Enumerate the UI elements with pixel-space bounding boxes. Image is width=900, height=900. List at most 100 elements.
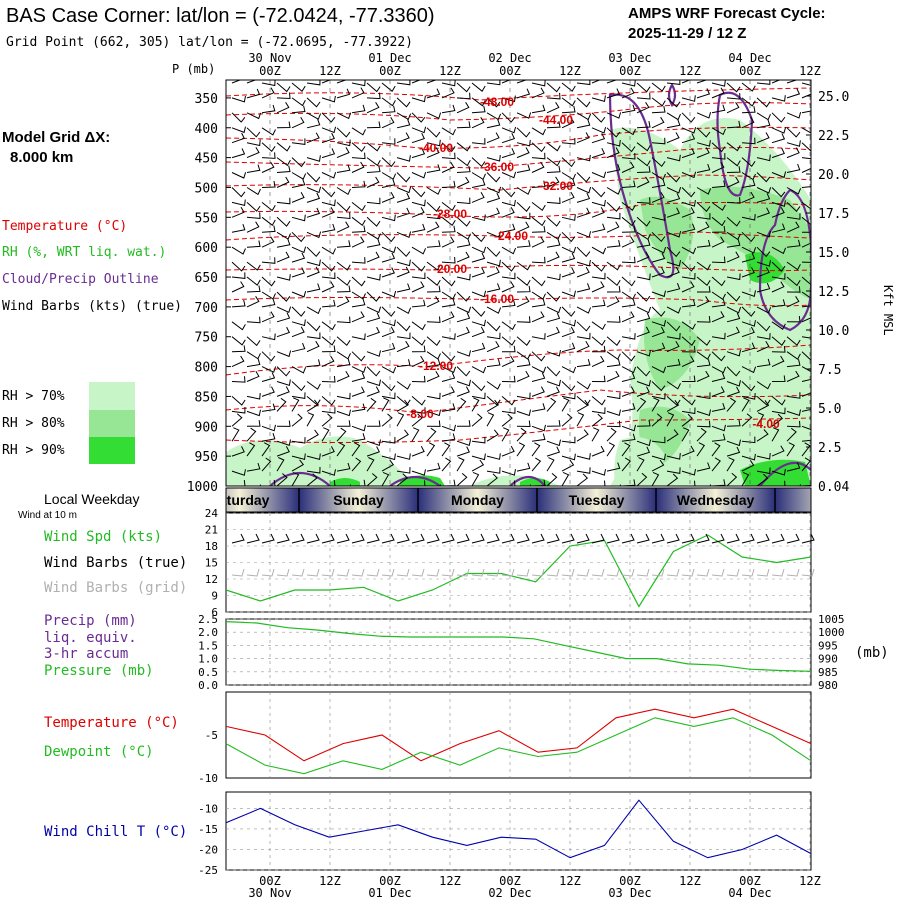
wind-barb	[606, 296, 620, 308]
wind-barb	[501, 246, 517, 255]
wind-barb	[756, 333, 771, 340]
wind-barb-grid	[621, 568, 635, 577]
wind-barb-grid	[636, 568, 650, 577]
wind-barb	[561, 471, 570, 486]
wind-barb	[741, 471, 750, 486]
wind-barb	[576, 306, 592, 314]
wind-barb	[276, 102, 290, 114]
wind-barb	[696, 140, 711, 147]
wind-barb	[276, 142, 291, 152]
wind-barb	[486, 429, 499, 442]
wind-barb	[306, 132, 320, 144]
wind-barb	[336, 351, 351, 360]
wind-barb	[516, 240, 531, 248]
wind-barb	[276, 457, 285, 472]
pressure-legend: Pressure (mb)	[44, 663, 154, 679]
wind-barb	[306, 172, 321, 183]
pressure-tick-label: 995	[818, 639, 838, 652]
wind-barb	[411, 427, 420, 442]
wind-barb	[576, 172, 591, 183]
bottom-hour-label: 00Z	[379, 874, 401, 888]
wind-speed-line	[225, 534, 812, 608]
wind-barb	[801, 408, 811, 412]
wind-barb	[801, 161, 811, 173]
wind-barb	[456, 216, 471, 227]
wind-barb	[726, 366, 741, 377]
wind-barb	[456, 366, 471, 377]
wind-barb	[396, 453, 411, 460]
wind-barb	[456, 165, 471, 173]
wind-barb	[502, 345, 516, 353]
wind-barb	[726, 326, 740, 338]
wind-barb-true	[786, 533, 800, 544]
wind-barb	[471, 326, 485, 338]
wind-barb	[351, 80, 366, 87]
wind-barb-true	[246, 533, 260, 544]
wind-barb	[561, 231, 576, 243]
wind-barb	[321, 336, 336, 346]
wind-barb	[321, 355, 335, 368]
wind-barb	[366, 238, 381, 248]
wind-barb	[501, 112, 516, 123]
wind-barb	[486, 231, 502, 238]
wind-barb	[246, 139, 261, 147]
wind-barb	[396, 207, 411, 218]
pressure-tick-label: 450	[195, 152, 218, 167]
wind-barbs-grid-legend: Wind Barbs (grid)	[44, 580, 187, 596]
wind-barb	[381, 366, 397, 374]
bottom-hour-label: 12Z	[799, 874, 821, 888]
wind-barb	[531, 180, 546, 188]
wind-barb	[441, 298, 456, 308]
wind-barb	[681, 223, 696, 233]
wind-barb	[606, 285, 621, 293]
wind-barb-grid	[336, 568, 350, 577]
wind-barb	[591, 246, 607, 255]
top-time-axis: 00Z 12Z 00Z 12Z 00Z 12Z 00Z 12Z 00Z 12Z 30 Nov 01 D…	[248, 51, 821, 78]
wind-barb	[486, 467, 501, 474]
wind-barb	[771, 223, 786, 233]
pressure-axis: 350 400 450 500 550 600 650 700 750 800 850 900 950 1…	[187, 92, 231, 495]
top-date-label: 04 Dec	[728, 51, 771, 65]
wind-barb	[591, 375, 606, 383]
wind-barb	[576, 132, 590, 144]
wind-barb	[696, 163, 711, 173]
wind-barb	[666, 453, 681, 460]
wind-barb	[276, 379, 291, 387]
wind-barb	[726, 291, 741, 302]
top-hour-label: 00Z	[739, 64, 761, 78]
wind-barb	[561, 290, 576, 298]
wind-barb	[246, 442, 256, 457]
wind-barb	[456, 457, 465, 472]
wind-barb	[336, 88, 351, 99]
wind-barb-true	[591, 533, 605, 544]
wind-barb	[471, 319, 486, 327]
wind-barb	[276, 165, 291, 173]
wind-barb	[366, 397, 377, 412]
wind-barb	[366, 350, 381, 357]
wind-barb	[681, 469, 696, 476]
wind-barb	[756, 321, 771, 332]
wind-barb	[231, 206, 245, 218]
wind-barb	[456, 397, 467, 412]
pressure-tick-label: 950	[195, 450, 218, 465]
wind-barb	[756, 187, 772, 194]
wind-barb	[621, 442, 631, 457]
wind-barb	[741, 214, 756, 221]
wind-barb	[546, 306, 562, 314]
wind-barb	[426, 392, 441, 400]
wind-barb	[531, 457, 542, 472]
wind-barb	[366, 446, 381, 457]
wind-barb	[681, 299, 696, 308]
wind-barb	[651, 116, 665, 129]
wind-barb	[516, 112, 532, 119]
wind-barb	[741, 82, 756, 92]
wind-barb-grid	[771, 568, 785, 577]
wind-barb	[501, 375, 516, 383]
temperature-contour-label: -44.00	[539, 113, 573, 127]
wind-barb	[276, 446, 290, 457]
wind-barb	[726, 349, 741, 357]
wind-barb	[786, 187, 802, 195]
wind-barb	[591, 80, 601, 84]
wind-barb-true	[546, 533, 560, 544]
wind-panel: 24 21 18 15 12 9 6	[205, 507, 815, 619]
